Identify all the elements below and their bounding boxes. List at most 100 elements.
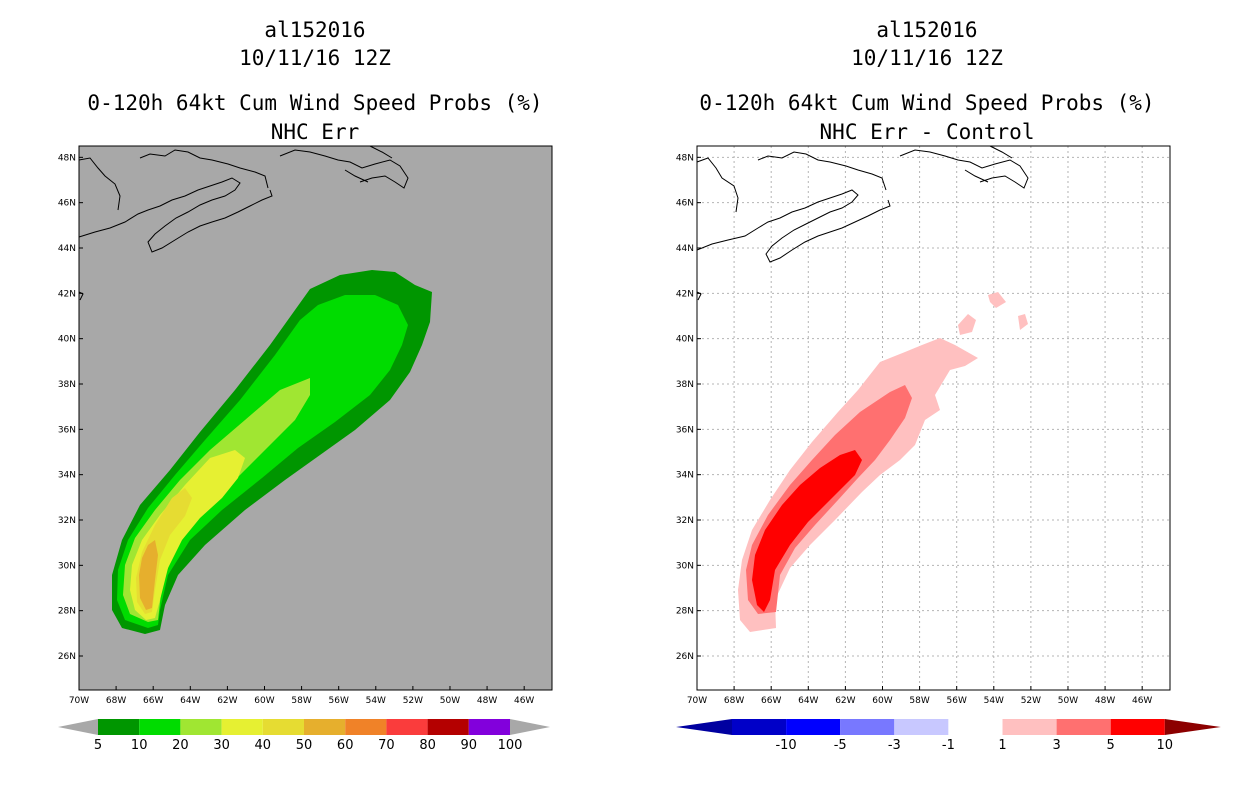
- lon-tick-label: 62W: [217, 696, 237, 706]
- diff-1-to-3-island-c: [1018, 314, 1028, 330]
- colorbar-swatch: [180, 719, 222, 735]
- colorbar-label: 10: [131, 738, 148, 753]
- lon-tick-label: 46W: [514, 696, 534, 706]
- lon-tick-label: 58W: [291, 696, 311, 706]
- lon-tick-label: 54W: [984, 696, 1004, 706]
- colorbar-label: -1: [942, 738, 955, 753]
- lon-tick-label: 56W: [947, 696, 967, 706]
- lon-tick-label: 68W: [724, 696, 744, 706]
- lon-tick-label: 70W: [687, 696, 707, 706]
- left-title-date: 10/11/16 12Z: [239, 46, 391, 70]
- lon-tick-label: 62W: [835, 696, 855, 706]
- diff-5-to-10: [752, 450, 862, 612]
- colorbar-label: -10: [775, 738, 796, 753]
- lat-tick-label: 28N: [676, 607, 694, 617]
- colorbar-label: 5: [94, 738, 102, 753]
- lat-tick-label: 42N: [676, 289, 694, 299]
- left-map-frame: [78, 145, 553, 691]
- colorbar-arrow-high: [510, 719, 550, 735]
- colorbar-label: 10: [1157, 738, 1174, 753]
- lat-tick-label: 34N: [58, 471, 76, 481]
- colorbar-swatch: [386, 719, 428, 735]
- colorbar-label: 30: [213, 738, 230, 753]
- colorbar-arrow-high: [1164, 719, 1221, 735]
- lat-tick-label: 48N: [676, 153, 694, 163]
- lat-tick-label: 42N: [58, 289, 76, 299]
- lat-tick-label: 32N: [58, 516, 76, 526]
- colorbar-swatch: [948, 719, 1003, 735]
- left-title-experiment: NHC Err: [270, 120, 360, 144]
- lon-tick-label: 66W: [761, 696, 781, 706]
- colorbar-label: 90: [461, 738, 478, 753]
- colorbar-swatch: [1110, 719, 1165, 735]
- lat-tick-label: 40N: [676, 335, 694, 345]
- colorbar-label: 20: [172, 738, 189, 753]
- lon-tick-label: 56W: [329, 696, 349, 706]
- colorbar-swatch: [427, 719, 469, 735]
- colorbar-label: 3: [1052, 738, 1060, 753]
- colorbar-arrow-low: [58, 719, 98, 735]
- right-coastlines: [696, 145, 1029, 301]
- colorbar-swatch: [304, 719, 346, 735]
- diff-1-to-3-island-a: [958, 314, 976, 335]
- colorbar-swatch: [262, 719, 304, 735]
- colorbar-swatch: [840, 719, 895, 735]
- colorbar-label: 60: [337, 738, 354, 753]
- colorbar-label: 100: [498, 738, 523, 753]
- left-title-storm: al152016: [264, 18, 366, 42]
- lat-tick-label: 38N: [58, 380, 76, 390]
- contour-30: [130, 450, 245, 620]
- lat-tick-label: 34N: [676, 471, 694, 481]
- colorbar-label: -3: [888, 738, 901, 753]
- right-difference-contours: [738, 292, 1028, 632]
- right-title-date: 10/11/16 12Z: [851, 46, 1003, 70]
- lat-tick-label: 26N: [58, 652, 76, 662]
- lon-tick-label: 50W: [440, 696, 460, 706]
- colorbar-swatch: [221, 719, 263, 735]
- left-probability-contours: [112, 270, 432, 634]
- left-title-product: 0-120h 64kt Cum Wind Speed Probs (%): [87, 91, 543, 115]
- left-map-panel: 70W 68W 66W 64W 62W 60W 58W 56W 54W 52W 50W 48W 46W 2…: [58, 145, 553, 706]
- lon-tick-label: 70W: [69, 696, 89, 706]
- diff-1-to-3: [738, 338, 978, 632]
- lat-tick-label: 46N: [676, 199, 694, 209]
- right-map-grid: [697, 146, 1170, 690]
- lat-tick-label: 36N: [676, 425, 694, 435]
- lon-tick-label: 64W: [798, 696, 818, 706]
- right-colorbar: -10 -5 -3 -1 1 3 5 10: [676, 719, 1221, 753]
- lon-tick-label: 52W: [1021, 696, 1041, 706]
- left-axis-labels: 70W 68W 66W 64W 62W 60W 58W 56W 54W 52W 50W 48W 46W 2…: [58, 153, 535, 706]
- lat-tick-label: 26N: [676, 652, 694, 662]
- diff-1-to-3-island-b: [988, 292, 1006, 308]
- colorbar-swatch: [345, 719, 387, 735]
- colorbar-label: 40: [255, 738, 272, 753]
- lat-tick-label: 44N: [676, 244, 694, 254]
- left-coastlines: [78, 145, 409, 301]
- lat-tick-label: 30N: [58, 561, 76, 571]
- right-map-panel: 70W 68W 66W 64W 62W 60W 58W 56W 54W 52W 50W 48W 46W 2…: [676, 145, 1171, 706]
- left-colorbar: 5 10 20 30 40 50 60 70 80 90 100: [58, 719, 550, 753]
- colorbar-swatch: [1056, 719, 1111, 735]
- colorbar-label: -5: [834, 738, 847, 753]
- colorbar-swatch: [786, 719, 841, 735]
- colorbar-swatch: [98, 719, 140, 735]
- lon-tick-label: 60W: [254, 696, 274, 706]
- lat-tick-label: 38N: [676, 380, 694, 390]
- colorbar-swatch: [468, 719, 510, 735]
- lat-tick-label: 28N: [58, 607, 76, 617]
- colorbar-arrow-low: [676, 719, 732, 735]
- contour-10: [117, 295, 408, 628]
- lon-tick-label: 48W: [477, 696, 497, 706]
- lon-tick-label: 52W: [403, 696, 423, 706]
- lat-tick-label: 44N: [58, 244, 76, 254]
- lat-tick-label: 48N: [58, 153, 76, 163]
- lat-tick-label: 46N: [58, 199, 76, 209]
- lon-tick-label: 60W: [872, 696, 892, 706]
- colorbar-swatch: [139, 719, 181, 735]
- colorbar-swatch: [1002, 719, 1057, 735]
- lon-tick-label: 54W: [366, 696, 386, 706]
- colorbar-swatch: [732, 719, 787, 735]
- lon-tick-label: 66W: [143, 696, 163, 706]
- colorbar-swatch: [894, 719, 949, 735]
